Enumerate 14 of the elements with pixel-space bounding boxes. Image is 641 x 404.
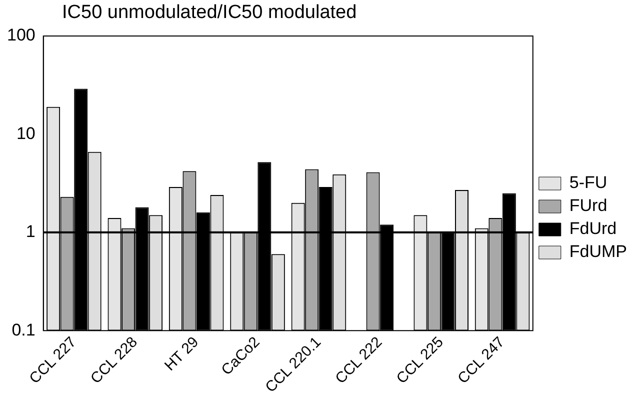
y-tick-label: 1 (26, 222, 36, 242)
y-tick-label: 100 (6, 26, 36, 45)
chart-title: IC50 unmodulated/IC50 modulated (62, 2, 357, 24)
x-tick-label: CCL 225 (393, 334, 447, 388)
legend-label: FUrd (569, 196, 608, 216)
y-tick-label: 0.1 (12, 320, 36, 340)
legend-label: FdUrd (569, 219, 617, 238)
x-tick-label: HT 29 (161, 334, 202, 374)
x-tick-label: CCL 222 (332, 334, 386, 388)
legend-label: FdUMP (569, 242, 628, 262)
x-tick-label: CCL 247 (454, 334, 508, 388)
x-tick-label: CCL 228 (87, 334, 141, 388)
y-tick-label: 10 (16, 124, 36, 143)
legend-label: 5-FU (569, 173, 608, 192)
